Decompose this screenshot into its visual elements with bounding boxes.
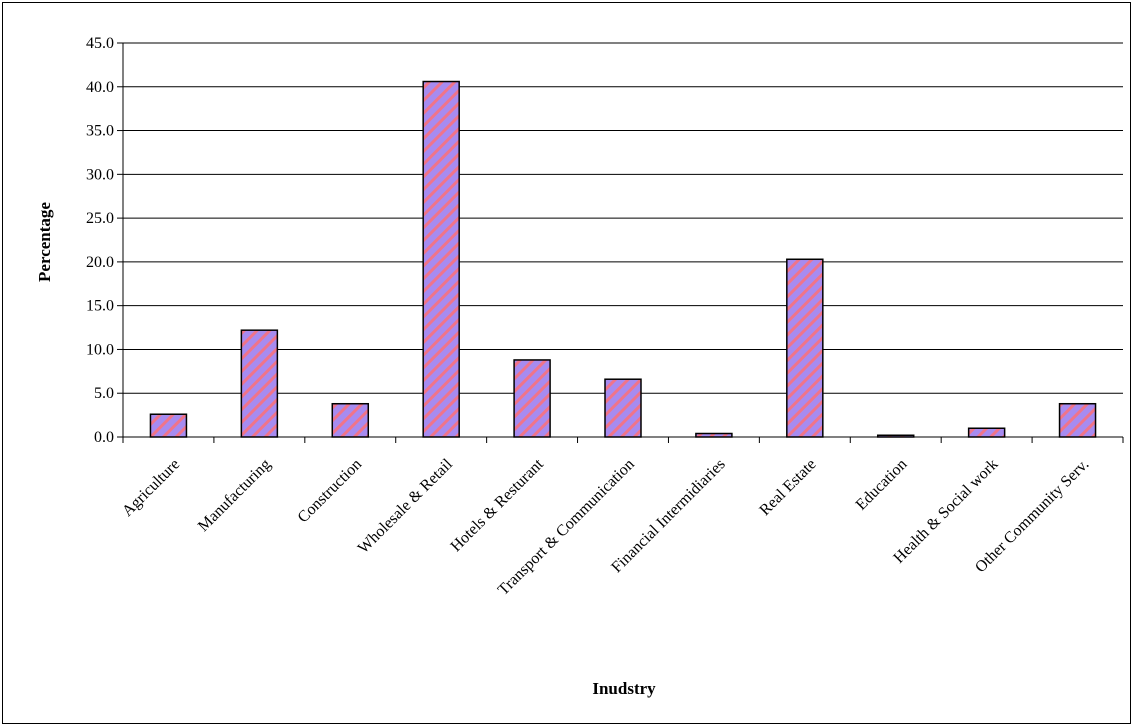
- y-tick-label: 15.0: [86, 298, 114, 315]
- y-tick-labels: 0.0 5.0 10.0 15.0 20.0 25.0 30.0 35.0 40.0 45.0: [86, 35, 114, 446]
- y-tick-label: 0.0: [94, 429, 114, 446]
- x-category-label: Manufacturing: [195, 456, 274, 535]
- bar: [695, 432, 733, 438]
- x-category-label: Construction: [295, 456, 365, 526]
- x-category-label: Agriculture: [119, 456, 183, 520]
- y-tick-label: 20.0: [86, 254, 114, 271]
- y-tick-label: 10.0: [86, 341, 114, 358]
- x-category-label: Hotels & Resturant: [448, 455, 548, 555]
- y-tick-label: 40.0: [86, 79, 114, 96]
- bar: [967, 427, 1006, 438]
- x-axis-title: Inudstry: [592, 679, 656, 698]
- bar: [240, 329, 279, 438]
- x-category-label: Real Estate: [756, 456, 819, 519]
- bar: [149, 413, 188, 438]
- x-category-label: Education: [853, 456, 911, 514]
- bar: [422, 80, 460, 438]
- y-tick-label: 25.0: [86, 210, 114, 227]
- y-tick-label: 5.0: [94, 385, 114, 402]
- axes: [117, 42, 1124, 443]
- y-tick-label: 45.0: [86, 35, 114, 52]
- y-tick-label: 35.0: [86, 123, 114, 140]
- bar: [1058, 402, 1097, 438]
- bar: [786, 258, 824, 438]
- y-axis-title: Percentage: [35, 202, 54, 282]
- bars: [149, 80, 1097, 438]
- bar: [331, 402, 370, 438]
- x-category-labels: Agriculture Manufacturing ConstructionWhol…: [119, 455, 1092, 598]
- bar: [604, 378, 642, 438]
- bar: [513, 359, 551, 438]
- x-category-label: Wholesale & Retail: [355, 455, 457, 557]
- y-tick-label: 30.0: [86, 166, 114, 183]
